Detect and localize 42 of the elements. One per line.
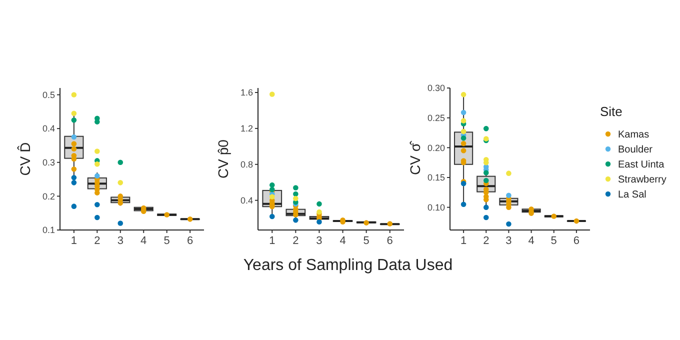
x-axis-title: Years of Sampling Data Used <box>243 257 453 274</box>
x-tick-label: 5 <box>550 235 557 247</box>
legend-title: Site <box>600 104 622 119</box>
legend-label: Boulder <box>618 144 654 156</box>
x-tick-label: 4 <box>140 235 147 247</box>
x-tick-label: 3 <box>117 235 124 247</box>
y-tick-label: 1.2 <box>240 124 253 134</box>
y-tick-label: 1.6 <box>240 88 253 98</box>
x-tick-label: 5 <box>164 235 170 247</box>
x-tick-label: 2 <box>292 235 299 247</box>
x-tick-label: 6 <box>573 235 580 247</box>
x-tick-label: 1 <box>70 235 77 247</box>
y-tick-label: 0.15 <box>427 172 445 183</box>
y-tick-label: 0.10 <box>427 202 445 212</box>
x-tick-label: 6 <box>386 235 393 247</box>
y-tick-label: 0.2 <box>42 191 55 202</box>
y-tick-label: 0.30 <box>427 83 445 94</box>
x-tick-label: 3 <box>316 235 322 247</box>
x-tick-label: 2 <box>94 235 100 247</box>
legend-label: Strawberry <box>618 174 666 186</box>
legend-label: La Sal <box>618 190 646 200</box>
legend-label: Kamas <box>618 130 650 140</box>
x-tick-label: 1 <box>269 235 276 247</box>
y-tick-label: 0.3 <box>42 158 55 168</box>
y-axis-title: CV p̂0 <box>215 139 231 178</box>
y-tick-label: 0.8 <box>240 160 253 170</box>
y-axis-title: CV σ̂ <box>407 140 423 175</box>
y-tick-label: 0.5 <box>42 90 55 100</box>
y-tick-label: 0.1 <box>42 225 55 236</box>
x-tick-label: 2 <box>483 235 490 247</box>
x-tick-label: 3 <box>506 235 512 247</box>
x-tick-label: 6 <box>187 235 194 247</box>
y-tick-label: 0.20 <box>427 142 445 153</box>
x-tick-label: 4 <box>528 235 534 247</box>
legend-label: East Uinta <box>618 160 665 170</box>
y-axis-title: CV D̂ <box>16 142 33 176</box>
x-tick-label: 5 <box>363 235 370 247</box>
x-tick-label: 1 <box>460 235 467 247</box>
y-tick-label: 0.4 <box>240 195 253 206</box>
y-tick-label: 0.4 <box>42 124 55 134</box>
y-tick-label: 0.25 <box>427 112 445 123</box>
x-tick-label: 4 <box>340 235 346 247</box>
